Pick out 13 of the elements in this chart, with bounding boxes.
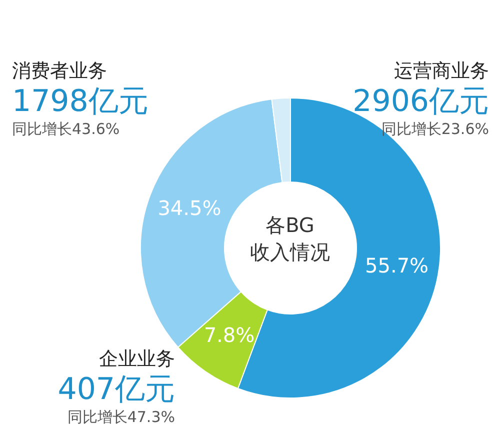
text: 407亿元 bbox=[58, 372, 175, 408]
text: 1798亿元 bbox=[12, 84, 148, 120]
slice-label: 消费者业务 bbox=[12, 59, 108, 84]
slice-label: 企业业务 bbox=[98, 347, 175, 372]
text: 2906亿元 bbox=[352, 84, 489, 120]
data-label: 7.8% bbox=[204, 323, 255, 348]
text: 各BG 收入情况 bbox=[249, 212, 331, 266]
data-label: 34.5% bbox=[158, 196, 222, 220]
text: 同比增长23.6% bbox=[380, 120, 489, 139]
text: 同比增长47.3% bbox=[66, 408, 175, 426]
data-label: 55.7% bbox=[365, 253, 429, 278]
text: 同比增长43.6% bbox=[12, 120, 121, 139]
slice-label: 运营商业务 bbox=[393, 59, 489, 84]
